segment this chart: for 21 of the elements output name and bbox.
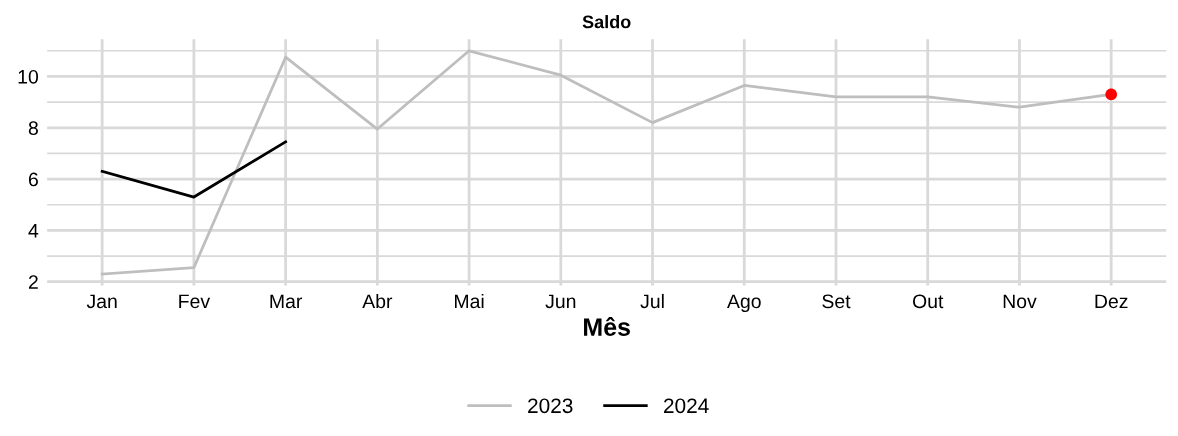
x-axis-title: Mês bbox=[584, 317, 630, 336]
x-tick-label: Jul bbox=[640, 293, 664, 309]
x-tick-label: Ago bbox=[727, 294, 761, 313]
x-tick-label: Fev bbox=[179, 294, 211, 309]
y-tick-label: 6 bbox=[28, 172, 38, 187]
x-tick-label: Out bbox=[912, 294, 944, 309]
x-tick-label: Dez bbox=[1095, 294, 1128, 309]
x-tick-label: Nov bbox=[1003, 294, 1037, 309]
legend-label: 2024 bbox=[664, 398, 709, 414]
y-tick-label: 2 bbox=[28, 275, 38, 289]
y-tick-label: 8 bbox=[28, 121, 38, 136]
x-tick-label: Mai bbox=[455, 293, 484, 309]
x-tick-label: Mar bbox=[270, 294, 303, 309]
x-tick-label: Jan bbox=[86, 294, 117, 309]
legend-label: 2023 bbox=[528, 398, 573, 414]
x-tick-label: Abr bbox=[362, 293, 393, 309]
y-tick-label: 4 bbox=[28, 224, 39, 238]
chart-title: Saldo bbox=[582, 15, 631, 29]
x-tick-label: Set bbox=[822, 294, 851, 309]
y-tick-label: 10 bbox=[18, 69, 39, 84]
x-tick-label: Jun bbox=[545, 294, 576, 309]
